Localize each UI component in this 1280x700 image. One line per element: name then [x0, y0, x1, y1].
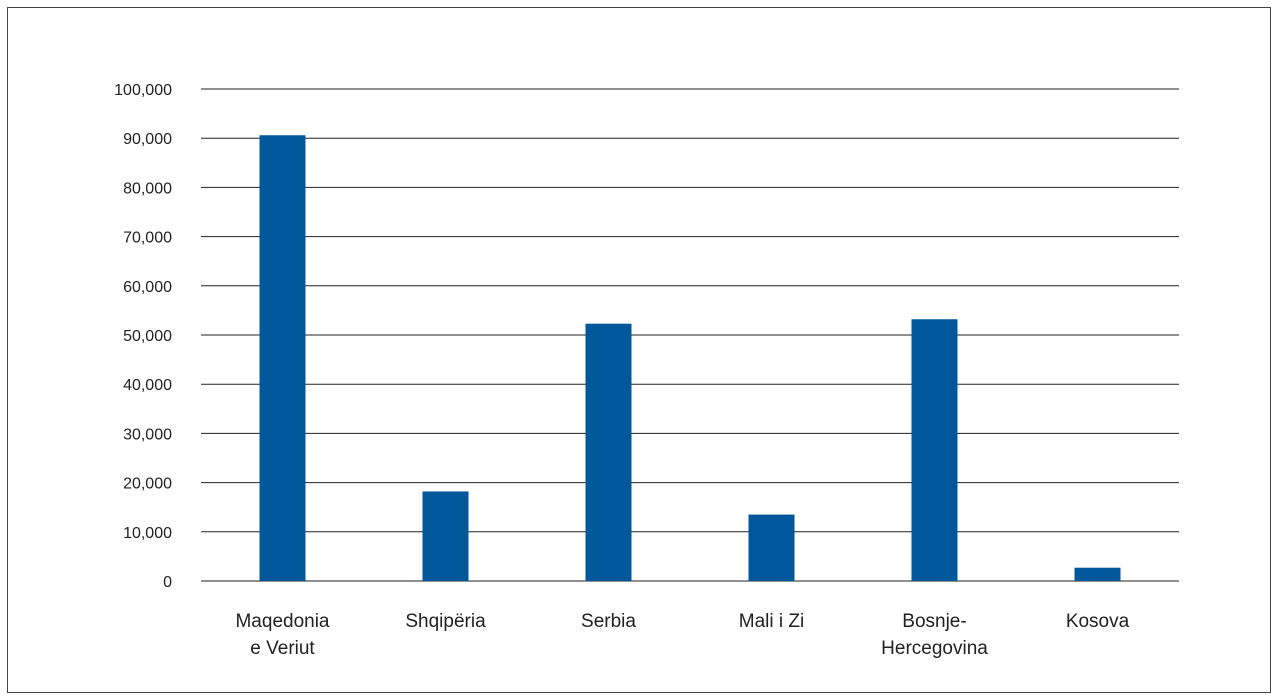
y-tick-label: 40,000	[123, 377, 172, 394]
y-tick-label: 30,000	[123, 426, 172, 443]
bar	[259, 135, 306, 582]
x-category-label: Serbia	[581, 611, 636, 632]
bar-chart: 0 10,000 20,000 30,000 40,000 50,000 60,000 70,…	[114, 82, 1179, 659]
x-category-label: Kosova	[1066, 611, 1130, 632]
bar	[748, 514, 795, 581]
x-category-label: Maqedonia e Veriut	[235, 611, 329, 659]
y-tick-label: 50,000	[123, 328, 172, 345]
y-tick-label: 60,000	[123, 279, 172, 296]
x-category-label-line: Kosova	[1066, 611, 1130, 632]
bar	[422, 491, 469, 581]
x-category-label-line: Shqipëria	[405, 611, 486, 632]
chart-frame: 0 10,000 20,000 30,000 40,000 50,000 60,000 70,…	[7, 7, 1271, 693]
y-tick-label: 70,000	[123, 230, 172, 247]
x-category-label: Bosnje- Hercegovina	[881, 611, 988, 659]
y-axis-ticks: 0 10,000 20,000 30,000 40,000 50,000 60,000 70,…	[114, 82, 172, 591]
x-category-label-line: Bosnje-	[902, 611, 966, 632]
y-tick-label: 10,000	[123, 525, 172, 542]
x-axis-categories: Maqedonia e Veriut Shqipëria Serbia Mali i Z…	[235, 611, 1129, 659]
x-category-label-line: Mali i Zi	[739, 611, 804, 632]
x-category-label-line: Hercegovina	[881, 638, 988, 659]
x-category-label: Shqipëria	[405, 611, 486, 632]
y-tick-label: 100,000	[114, 82, 172, 99]
bar	[1074, 567, 1121, 581]
y-tick-label: 0	[163, 574, 172, 591]
x-category-label: Mali i Zi	[739, 611, 804, 632]
bar	[585, 323, 632, 581]
x-category-label-line: e Veriut	[250, 638, 315, 659]
bar	[911, 319, 958, 581]
y-tick-label: 20,000	[123, 476, 172, 493]
gridlines	[201, 88, 1179, 582]
x-category-label-line: Maqedonia	[235, 611, 329, 632]
bars	[259, 135, 1121, 582]
y-tick-label: 90,000	[123, 131, 172, 148]
x-category-label-line: Serbia	[581, 611, 636, 632]
y-tick-label: 80,000	[123, 180, 172, 197]
